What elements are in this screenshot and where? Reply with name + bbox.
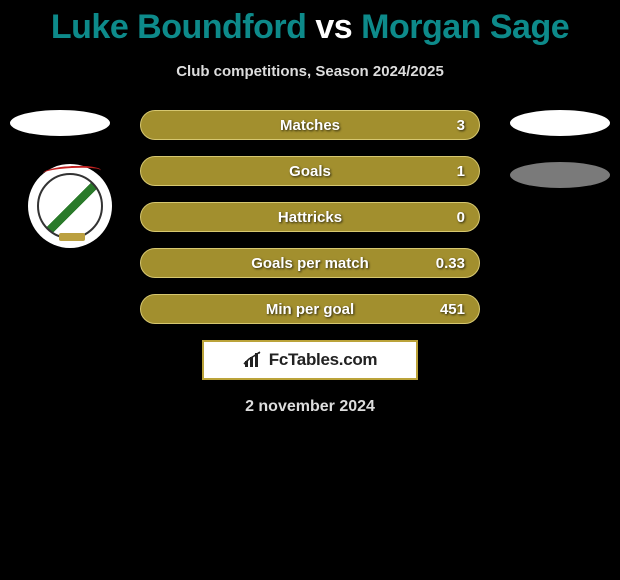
player1-name: Luke Boundford bbox=[51, 8, 307, 46]
brand-text: FcTables.com bbox=[269, 350, 378, 370]
player2-name: Morgan Sage bbox=[361, 8, 569, 46]
stat-value: 0.33 bbox=[436, 255, 465, 272]
player2-badge-placeholder-1 bbox=[510, 110, 610, 136]
brand-badge[interactable]: FcTables.com bbox=[202, 340, 418, 380]
club-crest-inner bbox=[37, 173, 103, 239]
stat-label: Matches bbox=[280, 117, 340, 134]
stat-value: 0 bbox=[457, 209, 465, 226]
date-text: 2 november 2024 bbox=[0, 398, 620, 416]
stat-row-matches: Matches 3 bbox=[140, 110, 480, 140]
stat-row-hattricks: Hattricks 0 bbox=[140, 202, 480, 232]
stat-label: Hattricks bbox=[278, 209, 342, 226]
stat-row-goals-per-match: Goals per match 0.33 bbox=[140, 248, 480, 278]
stat-label: Goals per match bbox=[251, 255, 369, 272]
stat-value: 1 bbox=[457, 163, 465, 180]
stats-list: Matches 3 Goals 1 Hattricks 0 Goals per … bbox=[140, 110, 480, 324]
player1-badge-placeholder bbox=[10, 110, 110, 136]
comparison-title: Luke Boundford vs Morgan Sage bbox=[0, 0, 620, 47]
stat-label: Min per goal bbox=[266, 301, 354, 318]
stat-value: 3 bbox=[457, 117, 465, 134]
stat-row-min-per-goal: Min per goal 451 bbox=[140, 294, 480, 324]
main-area: Matches 3 Goals 1 Hattricks 0 Goals per … bbox=[0, 110, 620, 416]
club-crest bbox=[28, 164, 112, 248]
subtitle: Club competitions, Season 2024/2025 bbox=[0, 63, 620, 80]
stat-row-goals: Goals 1 bbox=[140, 156, 480, 186]
vs-text: vs bbox=[315, 8, 352, 46]
stat-value: 451 bbox=[440, 301, 465, 318]
bar-chart-icon bbox=[243, 351, 265, 369]
player2-badge-placeholder-2 bbox=[510, 162, 610, 188]
stat-label: Goals bbox=[289, 163, 331, 180]
